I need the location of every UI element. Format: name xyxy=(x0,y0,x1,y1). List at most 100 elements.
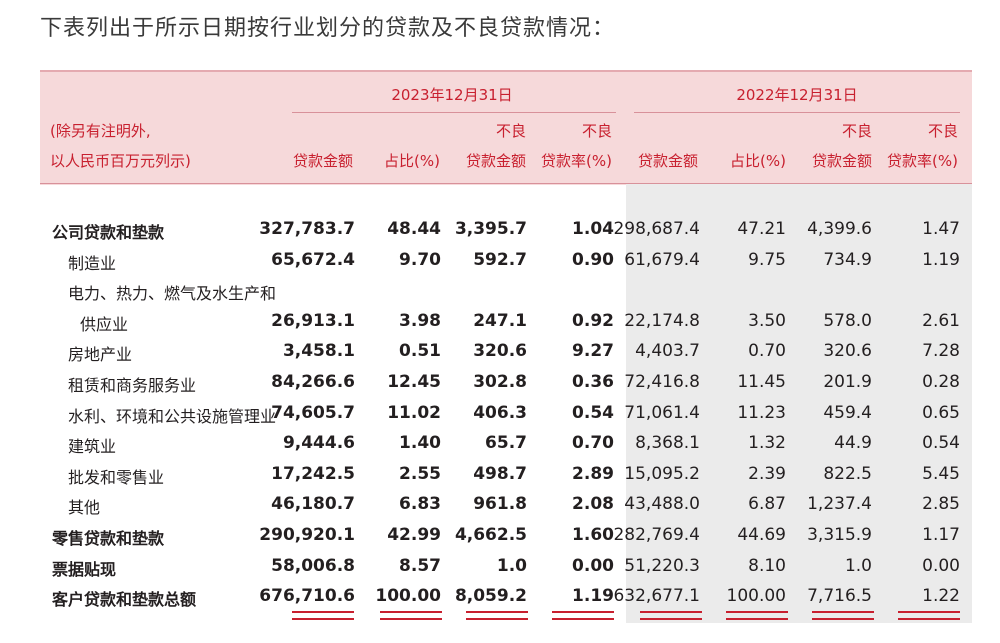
table-row: 其他 46,180.7 6.83 961.8 2.08 43,488.0 6.87 1,237… xyxy=(0,490,1000,520)
col-npl-2022: 贷款金额 xyxy=(811,152,872,170)
cell-value: 43,488.0 xyxy=(624,494,700,515)
cell-value: 0.00 xyxy=(572,555,614,576)
cell-value: 4,399.6 xyxy=(807,219,872,239)
col-nplr-2022: 贷款率(%) xyxy=(887,152,958,170)
cell-value: 58,006.8 xyxy=(271,555,355,576)
total-underline xyxy=(726,611,788,620)
cell-value: 320.6 xyxy=(473,341,527,362)
row-label: 房地产业 xyxy=(68,345,133,365)
cell-value: 4,662.5 xyxy=(454,525,527,545)
col-nplr-top-2022: 不良 xyxy=(927,122,958,140)
cell-value: 100.00 xyxy=(726,586,786,607)
cell-value: 8.10 xyxy=(748,555,786,576)
cell-value: 3,315.9 xyxy=(807,525,872,545)
cell-value: 1.19 xyxy=(922,249,960,270)
prior-year-shading xyxy=(626,183,972,623)
cell-value: 9.27 xyxy=(572,341,614,362)
cell-value: 2.85 xyxy=(922,494,960,515)
cell-value: 0.00 xyxy=(922,555,960,576)
cell-value: 8.57 xyxy=(399,555,441,576)
cell-value: 100.00 xyxy=(375,586,441,607)
cell-value: 47.21 xyxy=(737,219,786,239)
cell-value: 0.28 xyxy=(922,372,960,392)
cell-value: 0.51 xyxy=(399,341,441,362)
cell-value: 15,095.2 xyxy=(624,463,700,484)
cell-value: 12.45 xyxy=(387,372,441,392)
period-2023: 2023年12月31日 xyxy=(391,86,513,104)
cell-value: 51,220.3 xyxy=(624,555,700,576)
cell-value: 42.99 xyxy=(387,525,441,545)
cell-value: 11.23 xyxy=(737,402,786,423)
col-nplr-2023: 贷款率(%) xyxy=(541,152,612,170)
cell-value: 61,679.4 xyxy=(624,249,700,270)
cell-value: 0.92 xyxy=(572,310,614,331)
table-row: 房地产业 3,458.1 0.51 320.6 9.27 4,403.7 0.70 320.6… xyxy=(0,337,1000,367)
cell-value: 71,061.4 xyxy=(624,402,700,423)
cell-value: 1.17 xyxy=(922,525,960,545)
cell-value: 5.45 xyxy=(922,463,960,484)
row-label: 建筑业 xyxy=(68,437,117,457)
table-row: 供应业 26,913.1 3.98 247.1 0.92 22,174.8 3.50 578.… xyxy=(0,307,1000,337)
table-row: 水利、环境和公共设施管理业 74,605.7 11.02 406.3 0.54 71,06… xyxy=(0,399,1000,429)
intro-text: 下表列出于所示日期按行业划分的贷款及不良贷款情况： xyxy=(40,16,616,41)
cell-value: 0.54 xyxy=(572,402,614,423)
row-label: 客户贷款和垫款总额 xyxy=(52,590,197,610)
cell-value: 327,783.7 xyxy=(259,219,355,239)
note-line-1: (除另有注明外, xyxy=(50,122,151,140)
table-header xyxy=(40,70,972,185)
cell-value: 2.55 xyxy=(399,463,441,484)
cell-value: 1.0 xyxy=(844,555,872,576)
cell-value: 48.44 xyxy=(387,219,441,239)
cell-value: 0.65 xyxy=(922,402,960,423)
col-amount-2023: 贷款金额 xyxy=(292,152,353,170)
cell-value: 1.0 xyxy=(496,555,527,576)
cell-value: 961.8 xyxy=(473,494,527,515)
cell-value: 3,395.7 xyxy=(454,219,527,239)
cell-value: 11.45 xyxy=(737,372,786,392)
row-label: 电力、热力、燃气及水生产和 xyxy=(68,284,277,304)
col-npl-2023: 贷款金额 xyxy=(465,152,526,170)
cell-value: 4,403.7 xyxy=(635,341,700,362)
cell-value: 2.39 xyxy=(748,463,786,484)
total-underline xyxy=(812,611,874,620)
table-row: 租赁和商务服务业 84,266.6 12.45 302.8 0.36 72,416.8 11… xyxy=(0,368,1000,398)
cell-value: 0.70 xyxy=(748,341,786,362)
col-npl-top-2023: 不良 xyxy=(495,122,526,140)
total-underline xyxy=(552,611,614,620)
col-amount-2022: 贷款金额 xyxy=(637,152,698,170)
cell-value: 72,416.8 xyxy=(624,372,700,392)
header-rule-2023 xyxy=(292,112,616,113)
cell-value: 84,266.6 xyxy=(271,372,355,392)
cell-value: 247.1 xyxy=(473,310,527,331)
cell-value: 459.4 xyxy=(823,402,872,423)
cell-value: 822.5 xyxy=(823,463,872,484)
cell-value: 3,458.1 xyxy=(282,341,355,362)
row-label: 供应业 xyxy=(80,314,129,334)
cell-value: 298,687.4 xyxy=(613,219,700,239)
cell-value: 9,444.6 xyxy=(282,433,355,454)
cell-value: 8,059.2 xyxy=(454,586,527,607)
table-row: 零售贷款和垫款 290,920.1 42.99 4,662.5 1.60 282,769.… xyxy=(0,521,1000,551)
note-line-2: 以人民币百万元列示) xyxy=(50,152,191,170)
cell-value: 632,677.1 xyxy=(613,586,700,607)
cell-value: 1.19 xyxy=(572,586,614,607)
cell-value: 0.70 xyxy=(572,433,614,454)
cell-value: 26,913.1 xyxy=(271,310,355,331)
cell-value: 498.7 xyxy=(473,463,527,484)
col-ratio-2023: 占比(%) xyxy=(384,152,440,170)
table-row: 批发和零售业 17,242.5 2.55 498.7 2.89 15,095.2 2.39 8… xyxy=(0,460,1000,490)
cell-value: 578.0 xyxy=(823,310,872,331)
total-underline xyxy=(898,611,960,620)
row-label: 其他 xyxy=(68,498,101,518)
cell-value: 8,368.1 xyxy=(635,433,700,454)
table-row: 公司贷款和垫款 327,783.7 48.44 3,395.7 1.04 298,687.… xyxy=(0,215,1000,245)
cell-value: 2.89 xyxy=(572,463,614,484)
cell-value: 676,710.6 xyxy=(259,586,355,607)
row-label: 票据贴现 xyxy=(52,559,117,579)
cell-value: 44.9 xyxy=(834,433,872,454)
cell-value: 11.02 xyxy=(387,402,441,423)
cell-value: 201.9 xyxy=(823,372,872,392)
period-2022: 2022年12月31日 xyxy=(736,86,858,104)
cell-value: 65,672.4 xyxy=(271,249,355,270)
table-row: 电力、热力、燃气及水生产和 xyxy=(0,276,1000,306)
